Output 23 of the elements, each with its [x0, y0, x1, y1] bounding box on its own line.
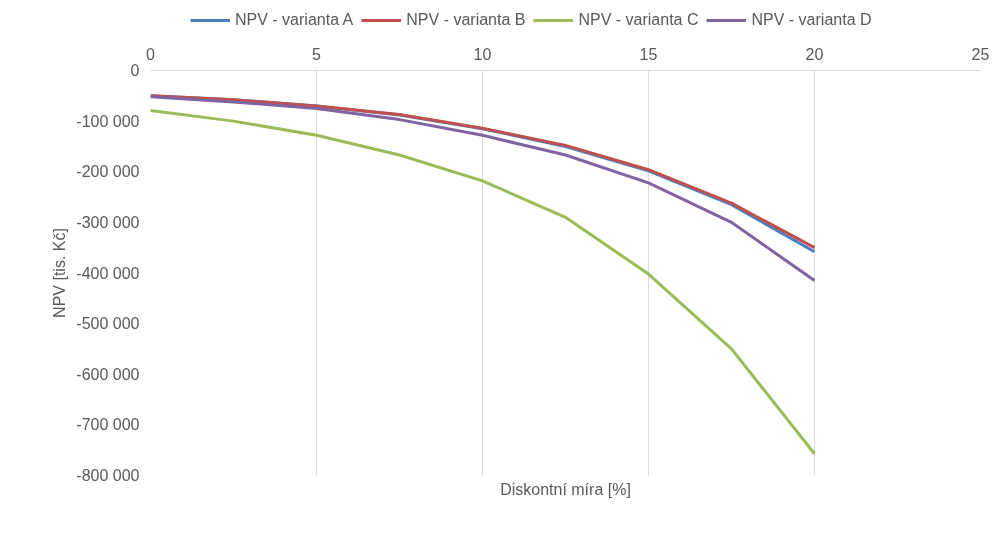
y-tick-label: -600 000: [76, 365, 140, 383]
y-tick-label: -200 000: [76, 163, 140, 181]
legend-label: NPV - varianta B: [406, 11, 526, 29]
line-series: [150, 108, 816, 456]
line-series: [150, 95, 816, 283]
x-tick-label: 25: [971, 45, 990, 63]
y-tick-label: -300 000: [76, 213, 140, 231]
legend-label: NPV - varianta C: [578, 11, 699, 29]
legend-label: NPV - varianta A: [235, 11, 354, 29]
y-tick-label: -800 000: [76, 467, 140, 484]
y-tick-label: -100 000: [76, 112, 140, 130]
x-tick-label: 15: [639, 45, 658, 63]
x-tick-label: 0: [146, 45, 156, 63]
y-tick-label: 0: [130, 62, 140, 79]
y-tick-label: -500 000: [76, 315, 140, 333]
legend-label: NPV - varianta D: [751, 11, 872, 29]
y-tick-label: -400 000: [76, 264, 140, 282]
y-tick-label: -700 000: [76, 416, 140, 434]
x-tick-label: 20: [805, 45, 824, 63]
x-axis-title: Diskontní míra [%]: [500, 480, 631, 498]
x-tick-label: 5: [312, 45, 322, 63]
x-tick-label: 10: [473, 45, 492, 63]
y-axis-title: NPV [tis. Kč]: [51, 228, 69, 318]
